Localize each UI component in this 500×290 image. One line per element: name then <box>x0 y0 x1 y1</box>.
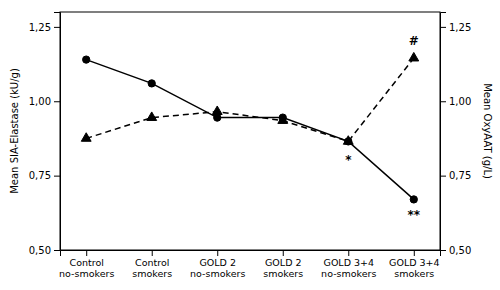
x-axis: Controlno-smokers Controlsmokers GOLD 2no-… <box>59 250 440 279</box>
tick-label: Controlno-smokers <box>59 257 114 279</box>
tick-label: Controlsmokers <box>132 257 172 279</box>
tick: Controlsmokers <box>132 250 172 279</box>
tick-label: GOLD 2no-smokers <box>190 257 245 279</box>
y2-axis-title: Mean OxyAAT (g/L) <box>482 83 493 179</box>
axis-line <box>61 251 441 257</box>
line <box>86 58 414 141</box>
tick-mark <box>152 250 153 256</box>
tick-mark <box>283 250 284 256</box>
tick-label: 0,75 <box>29 170 51 181</box>
tick-mark <box>440 101 446 102</box>
annotation: ** <box>408 208 421 222</box>
annotation: * <box>345 153 352 167</box>
tick-label: 0,75 <box>449 170 471 181</box>
tick-label: 1,25 <box>449 22 471 33</box>
marker <box>410 196 417 203</box>
tick-label: GOLD 3+4no-smokers <box>321 257 376 279</box>
tick-mark <box>54 176 60 177</box>
marker <box>212 106 222 115</box>
marker <box>147 112 157 121</box>
marks <box>81 52 418 203</box>
marker <box>81 133 91 142</box>
series <box>83 56 418 203</box>
marker <box>148 80 155 87</box>
plot-frame <box>60 12 440 250</box>
annotation: # <box>409 34 419 48</box>
series <box>81 52 418 144</box>
tick-mark <box>217 250 218 256</box>
tick-mark <box>54 250 60 251</box>
tick-mark <box>440 27 446 28</box>
tick: 1,00 <box>29 96 60 107</box>
plot: 0,50 0,75 1,00 1,25 0,50 0,75 1,00 1,25 Controln… <box>9 12 493 279</box>
tick: 0,75 <box>440 170 471 181</box>
tick-mark <box>414 250 415 256</box>
tick: GOLD 3+4smokers <box>389 250 440 279</box>
tick-mark <box>86 250 87 256</box>
tick: 0,50 <box>29 245 60 256</box>
tick-label: 1,00 <box>29 96 51 107</box>
tick: GOLD 2no-smokers <box>190 250 245 279</box>
tick-label: 1,25 <box>29 22 51 33</box>
tick: 1,25 <box>440 22 471 33</box>
tick-label: GOLD 2smokers <box>263 257 303 279</box>
tick: GOLD 3+4no-smokers <box>321 250 376 279</box>
marker <box>83 56 90 63</box>
marker <box>343 136 353 145</box>
tick-mark <box>54 101 60 102</box>
marker <box>278 115 288 124</box>
tick-mark <box>440 176 446 177</box>
tick-label: 0,50 <box>449 245 471 256</box>
y2-axis: 0,50 0,75 1,00 1,25 <box>440 13 471 256</box>
tick-label: GOLD 3+4smokers <box>389 257 440 279</box>
marker <box>409 52 419 61</box>
tick: Controlno-smokers <box>59 250 114 279</box>
y-axis: 0,50 0,75 1,00 1,25 <box>29 13 61 256</box>
tick: 0,75 <box>29 170 60 181</box>
line <box>86 60 414 200</box>
tick-mark <box>54 27 60 28</box>
tick: 0,50 <box>440 245 471 256</box>
marker <box>214 114 221 121</box>
tick-label: 1,00 <box>449 96 471 107</box>
axis-line <box>441 13 447 251</box>
chart: 0,50 0,75 1,00 1,25 0,50 0,75 1,00 1,25 Controln… <box>0 0 500 290</box>
y-axis-title: Mean SIA-Elastase (kU/g) <box>9 68 20 194</box>
tick: GOLD 2smokers <box>263 250 303 279</box>
tick: 1,00 <box>440 96 471 107</box>
tick-label: 0,50 <box>29 245 51 256</box>
tick: 1,25 <box>29 22 60 33</box>
tick-mark <box>348 250 349 256</box>
